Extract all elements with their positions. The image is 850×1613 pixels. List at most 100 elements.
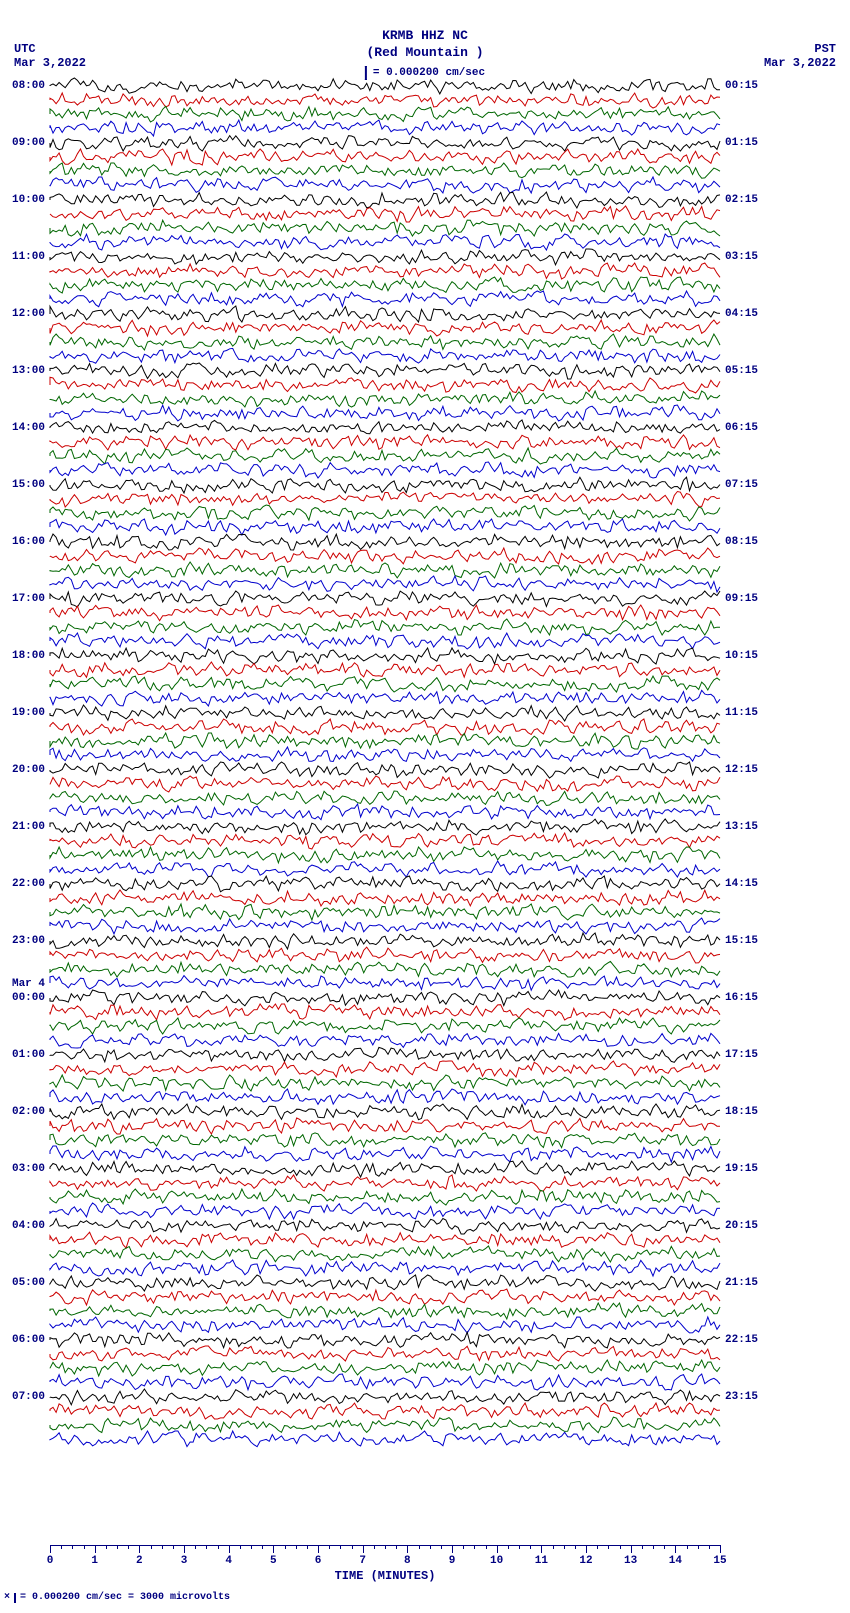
x-tick-minor (575, 1545, 576, 1549)
x-tick-minor (430, 1545, 431, 1549)
pst-time-label: 01:15 (725, 137, 758, 149)
tz-left-date: Mar 3,2022 (14, 56, 86, 70)
utc-time-label: 17:00 (12, 593, 45, 605)
seismogram-plot: 08:0000:1509:0001:1510:0002:1511:0003:15… (50, 86, 720, 1541)
x-tick-label: 15 (713, 1555, 726, 1567)
pst-time-label: 11:15 (725, 707, 758, 719)
utc-time-label: 22:00 (12, 878, 45, 890)
pst-time-label: 12:15 (725, 764, 758, 776)
x-tick-label: 7 (359, 1555, 366, 1567)
pst-time-label: 05:15 (725, 365, 758, 377)
x-tick-minor (519, 1545, 520, 1549)
x-tick-minor (61, 1545, 62, 1549)
pst-time-label: 19:15 (725, 1163, 758, 1175)
footer-scale: × = 0.000200 cm/sec = 3000 microvolts (4, 1592, 230, 1603)
utc-time-label: 01:00 (12, 1049, 45, 1061)
utc-time-label: 06:00 (12, 1334, 45, 1346)
utc-time-label: 18:00 (12, 650, 45, 662)
footer-scale-bar-icon (14, 1593, 16, 1603)
utc-time-label: 05:00 (12, 1277, 45, 1289)
x-tick-minor (508, 1545, 509, 1549)
utc-time-label: 20:00 (12, 764, 45, 776)
timezone-left: UTC Mar 3,2022 (14, 42, 86, 70)
x-tick-minor (307, 1545, 308, 1549)
utc-time-label: 02:00 (12, 1106, 45, 1118)
x-tick (497, 1545, 498, 1553)
x-tick-minor (262, 1545, 263, 1549)
pst-time-label: 09:15 (725, 593, 758, 605)
seismic-trace (50, 1429, 720, 1449)
x-tick-minor (117, 1545, 118, 1549)
x-tick-minor (687, 1545, 688, 1549)
x-tick-minor (352, 1545, 353, 1549)
x-tick-minor (597, 1545, 598, 1549)
utc-time-label: 12:00 (12, 308, 45, 320)
x-tick-minor (329, 1545, 330, 1549)
utc-time-label: 21:00 (12, 821, 45, 833)
pst-time-label: 16:15 (725, 992, 758, 1004)
pst-time-label: 15:15 (725, 935, 758, 947)
pst-time-label: 22:15 (725, 1334, 758, 1346)
utc-time-label: 00:00 (12, 992, 45, 1004)
x-tick-minor (128, 1545, 129, 1549)
x-tick-minor (218, 1545, 219, 1549)
x-tick (50, 1545, 51, 1553)
pst-time-label: 13:15 (725, 821, 758, 833)
x-tick-minor (564, 1545, 565, 1549)
x-tick-minor (385, 1545, 386, 1549)
footer-text: = 0.000200 cm/sec = 3000 microvolts (20, 1592, 230, 1603)
x-tick (184, 1545, 185, 1553)
x-tick-minor (285, 1545, 286, 1549)
x-tick-minor (151, 1545, 152, 1549)
day-marker: Mar 4 (12, 978, 45, 990)
pst-time-label: 07:15 (725, 479, 758, 491)
pst-time-label: 06:15 (725, 422, 758, 434)
x-tick-minor (340, 1545, 341, 1549)
station-name: (Red Mountain ) (0, 45, 850, 60)
pst-time-label: 10:15 (725, 650, 758, 662)
x-tick (452, 1545, 453, 1553)
x-tick-minor (106, 1545, 107, 1549)
pst-time-label: 02:15 (725, 194, 758, 206)
utc-time-label: 11:00 (12, 251, 45, 263)
x-tick-minor (84, 1545, 85, 1549)
x-tick-minor (396, 1545, 397, 1549)
utc-time-label: 16:00 (12, 536, 45, 548)
x-tick-label: 11 (535, 1555, 548, 1567)
x-tick-minor (486, 1545, 487, 1549)
station-code: KRMB HHZ NC (0, 28, 850, 43)
pst-time-label: 20:15 (725, 1220, 758, 1232)
x-tick (675, 1545, 676, 1553)
x-tick-minor (620, 1545, 621, 1549)
x-tick-minor (463, 1545, 464, 1549)
x-tick-minor (653, 1545, 654, 1549)
x-tick-minor (195, 1545, 196, 1549)
utc-time-label: 23:00 (12, 935, 45, 947)
pst-time-label: 23:15 (725, 1391, 758, 1403)
utc-time-label: 14:00 (12, 422, 45, 434)
x-axis: TIME (MINUTES) 0123456789101112131415 (50, 1545, 720, 1585)
x-tick-label: 10 (490, 1555, 503, 1567)
pst-time-label: 00:15 (725, 80, 758, 92)
x-tick (586, 1545, 587, 1553)
pst-time-label: 18:15 (725, 1106, 758, 1118)
utc-time-label: 10:00 (12, 194, 45, 206)
x-tick-minor (608, 1545, 609, 1549)
x-tick-minor (173, 1545, 174, 1549)
x-tick-minor (162, 1545, 163, 1549)
x-tick (541, 1545, 542, 1553)
pst-time-label: 14:15 (725, 878, 758, 890)
utc-time-label: 07:00 (12, 1391, 45, 1403)
pst-time-label: 04:15 (725, 308, 758, 320)
x-tick-minor (251, 1545, 252, 1549)
x-tick-minor (709, 1545, 710, 1549)
x-tick-label: 5 (270, 1555, 277, 1567)
x-tick (273, 1545, 274, 1553)
pst-time-label: 08:15 (725, 536, 758, 548)
x-tick (229, 1545, 230, 1553)
x-tick (407, 1545, 408, 1553)
x-tick-label: 13 (624, 1555, 637, 1567)
x-tick-minor (72, 1545, 73, 1549)
x-tick-label: 8 (404, 1555, 411, 1567)
x-tick (631, 1545, 632, 1553)
